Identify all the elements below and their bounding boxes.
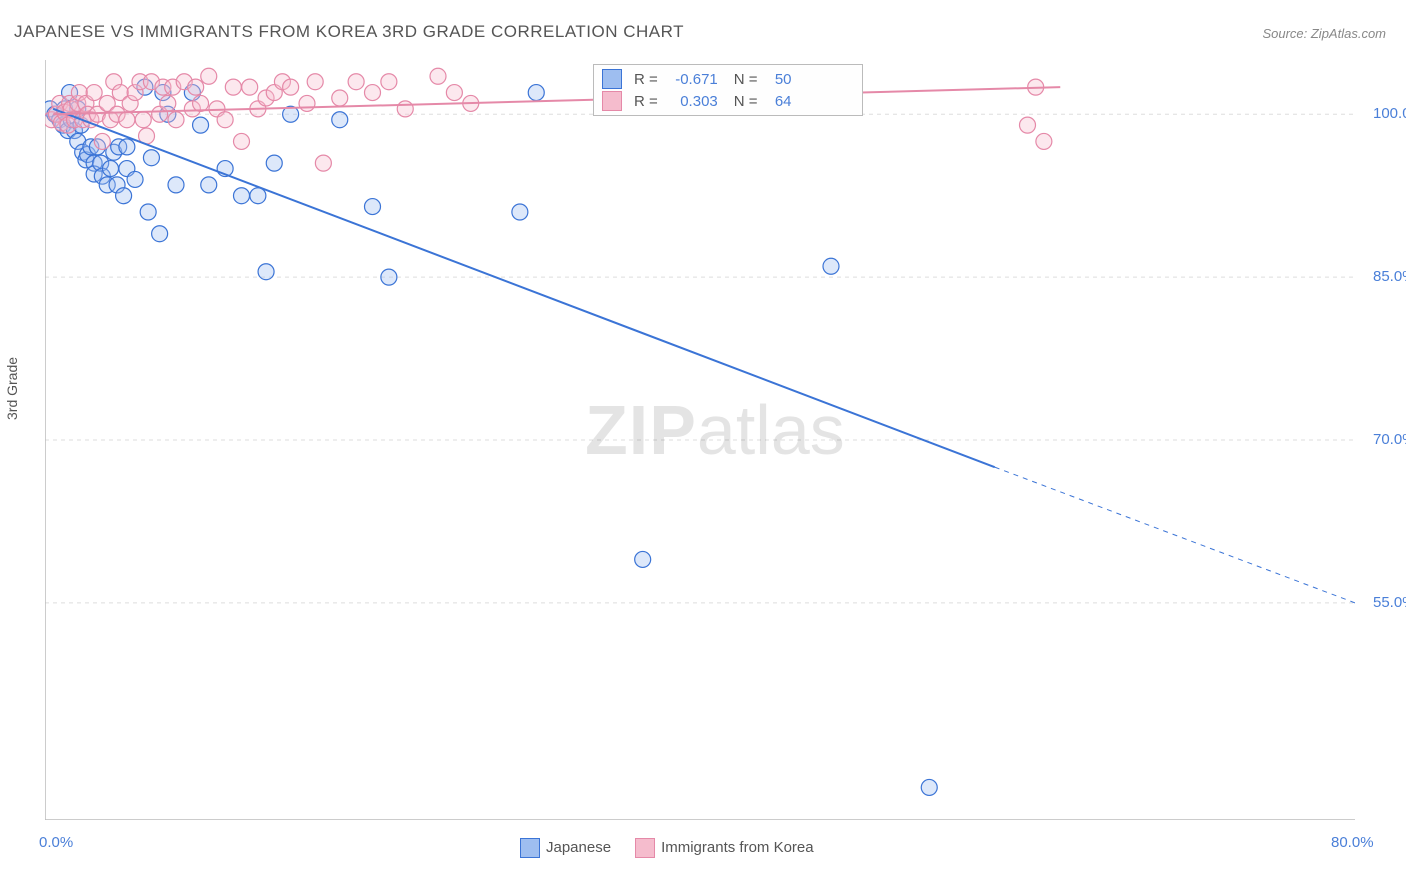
legend-swatch: [635, 838, 655, 858]
stat-row: R = 0.303 N = 64: [602, 90, 854, 112]
x-tick-label: 0.0%: [39, 834, 73, 851]
y-tick-label: 85.0%: [1373, 268, 1406, 285]
legend-item: Immigrants from Korea: [635, 839, 814, 856]
y-tick-label: 70.0%: [1373, 431, 1406, 448]
legend-swatch: [520, 838, 540, 858]
stat-row: R = -0.671 N = 50: [602, 68, 854, 90]
n-label: N =: [734, 71, 758, 88]
y-tick-label: 55.0%: [1373, 594, 1406, 611]
r-value: 0.303: [664, 93, 718, 110]
n-label: N =: [734, 93, 758, 110]
chart-svg: [45, 60, 1355, 820]
legend-item: Japanese: [520, 839, 611, 856]
chart-title: JAPANESE VS IMMIGRANTS FROM KOREA 3RD GR…: [14, 22, 684, 42]
legend-label: Japanese: [546, 839, 611, 856]
y-tick-label: 100.0%: [1373, 105, 1406, 122]
r-label: R =: [634, 93, 658, 110]
r-value: -0.671: [664, 71, 718, 88]
r-label: R =: [634, 71, 658, 88]
correlation-stats-box: R = -0.671 N = 50 R = 0.303 N = 64: [593, 64, 863, 116]
legend-label: Immigrants from Korea: [661, 839, 814, 856]
legend-swatch: [602, 91, 622, 111]
source-attribution: Source: ZipAtlas.com: [1262, 26, 1386, 41]
y-axis-label: 3rd Grade: [4, 357, 20, 420]
n-value: 64: [764, 93, 792, 110]
correlation-chart: ZIPatlas R =-0.671N =50R =0.303N =64 55.…: [45, 60, 1355, 820]
legend-swatch: [602, 69, 622, 89]
x-tick-label: 80.0%: [1331, 834, 1374, 851]
n-value: 50: [764, 71, 792, 88]
series-legend: Japanese Immigrants from Korea: [520, 838, 838, 858]
